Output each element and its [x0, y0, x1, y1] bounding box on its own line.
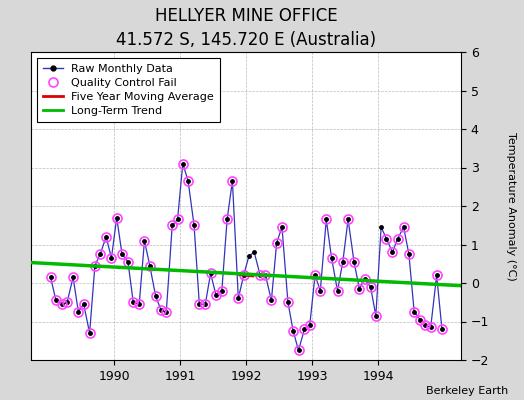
- Y-axis label: Temperature Anomaly (°C): Temperature Anomaly (°C): [506, 132, 516, 280]
- Text: Berkeley Earth: Berkeley Earth: [426, 386, 508, 396]
- Title: HELLYER MINE OFFICE
41.572 S, 145.720 E (Australia): HELLYER MINE OFFICE 41.572 S, 145.720 E …: [116, 8, 376, 49]
- Legend: Raw Monthly Data, Quality Control Fail, Five Year Moving Average, Long-Term Tren: Raw Monthly Data, Quality Control Fail, …: [37, 58, 220, 122]
